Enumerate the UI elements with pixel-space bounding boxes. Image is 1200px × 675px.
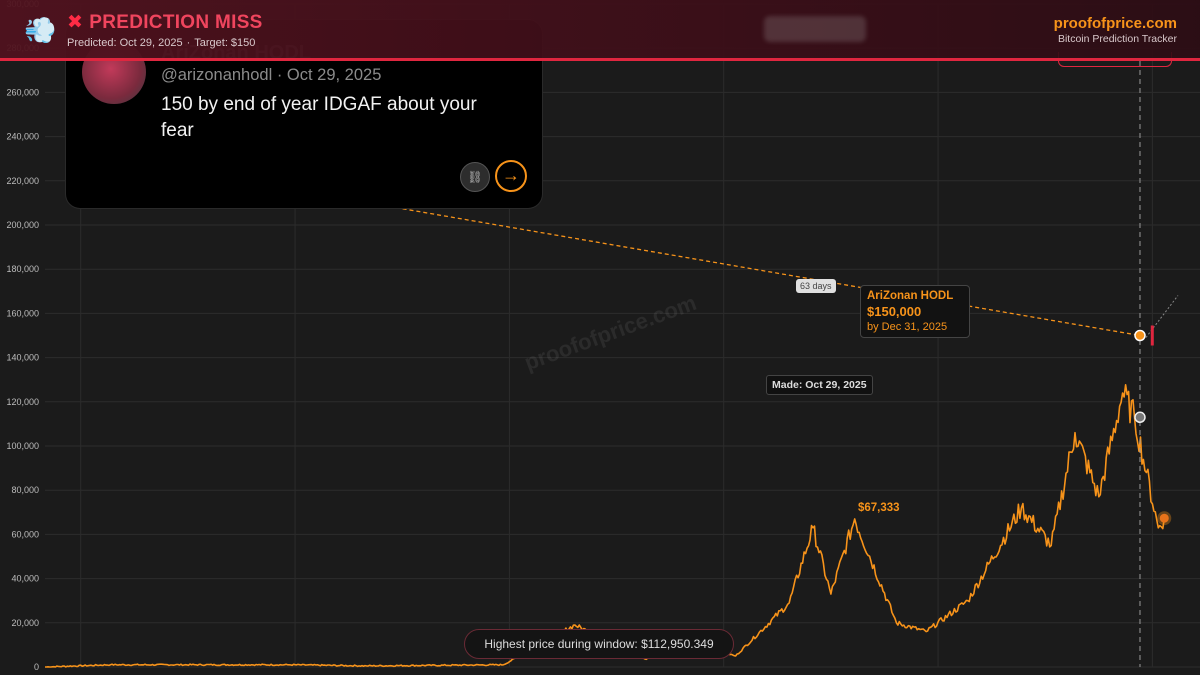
wind-icon: 💨	[24, 15, 57, 45]
target-value: Target: $150	[194, 37, 256, 49]
days-label: 63 days	[796, 279, 836, 293]
current-price-label: $67,333	[858, 502, 900, 514]
y-tick-label: 220,000	[6, 176, 39, 186]
y-tick-label: 20,000	[11, 618, 39, 628]
tweet-connector-line	[374, 203, 1141, 337]
prediction-author: AriZonan HODL	[867, 290, 954, 302]
predicted-date: Predicted: Oct 29, 2025	[67, 37, 183, 49]
miss-x-icon: ✖	[67, 12, 84, 33]
tweet-text: 150 by end of year IDGAF about your fear	[161, 94, 477, 141]
y-tick-label: 0	[34, 662, 39, 672]
blurred-element	[764, 16, 866, 42]
y-tick-label: 100,000	[6, 441, 39, 451]
prediction-label: AriZonan HODL $150,000 by Dec 31, 2025	[860, 285, 970, 338]
result-banner: 💨 ✖ PREDICTION MISS Predicted: Oct 29, 20…	[0, 0, 1200, 61]
prediction-value: $150,000	[867, 304, 922, 319]
prediction-summary: Predicted: Oct 29, 2025 · Target: $150	[67, 37, 255, 49]
price-series	[45, 383, 1166, 668]
separator: ·	[186, 37, 191, 49]
tweet-handle: @arizonanhodl · Oct 29, 2025	[161, 66, 382, 84]
target-point	[1134, 329, 1146, 342]
y-tick-label: 160,000	[6, 308, 39, 318]
made-date-label: Made: Oct 29, 2025	[766, 375, 873, 395]
highest-price-box: Highest price during window: $112,950.34…	[464, 629, 734, 659]
current-price-point	[1159, 513, 1169, 523]
result-status: PREDICTION MISS	[89, 12, 263, 33]
y-tick-label: 180,000	[6, 264, 39, 274]
y-tick-label: 120,000	[6, 397, 39, 407]
y-axis: 0 20,000 40,000 60,000 80,000 100,000 120,000 1…	[6, 0, 39, 672]
y-tick-label: 40,000	[11, 574, 39, 584]
y-tick-label: 60,000	[11, 529, 39, 539]
price-line	[45, 383, 1166, 668]
y-tick-label: 200,000	[6, 220, 39, 230]
arrow-right-icon[interactable]: →	[495, 160, 527, 192]
brand-link[interactable]: proofofprice.com	[1053, 15, 1177, 32]
y-tick-label: 140,000	[6, 353, 39, 363]
brand-tagline: Bitcoin Prediction Tracker	[1057, 33, 1177, 45]
y-tick-label: 240,000	[6, 132, 39, 142]
made-price-point	[1134, 411, 1146, 424]
y-tick-label: 80,000	[11, 485, 39, 495]
y-tick-label: 260,000	[6, 87, 39, 97]
link-icon[interactable]: ⛓	[460, 162, 490, 192]
prediction-deadline: by Dec 31, 2025	[867, 321, 948, 333]
prediction-marks	[374, 61, 1179, 667]
